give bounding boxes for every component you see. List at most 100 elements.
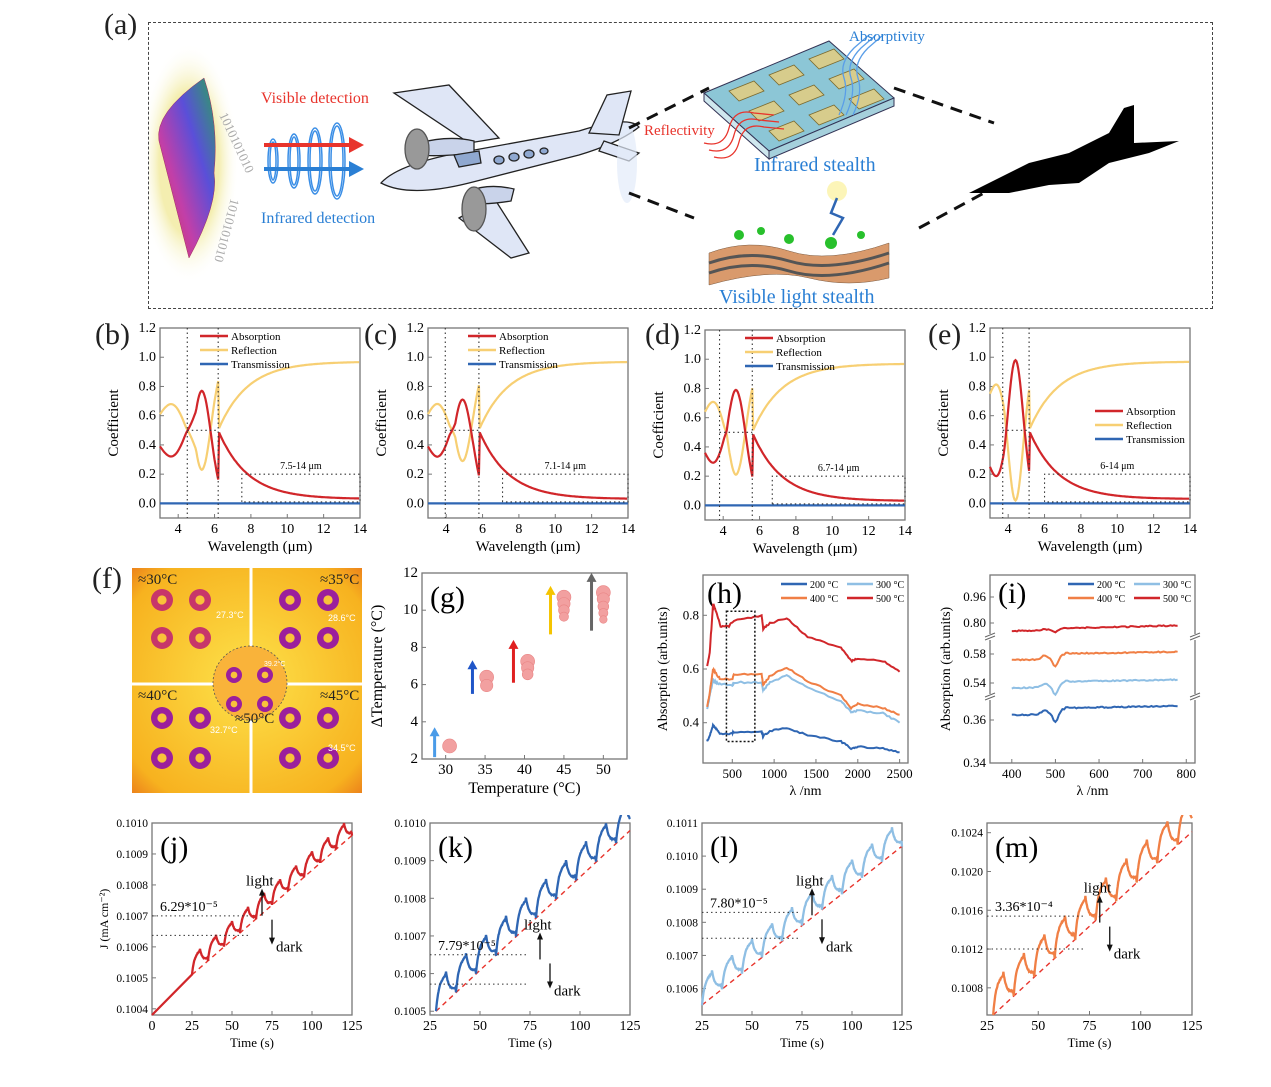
data-point — [522, 669, 533, 680]
x-tick-label: 2500 — [887, 766, 913, 781]
chart-g: 30 35 40 45 5024681012Temperature (°C)ΔTempe… — [362, 565, 642, 800]
y-tick-label: 1.0 — [684, 352, 702, 367]
infrared-stealth-label: Infrared stealth — [754, 154, 876, 176]
zoom-lens-icon — [617, 123, 637, 203]
y-tick-label: 0.1016 — [951, 905, 983, 917]
dark-arrow-head — [547, 981, 553, 988]
x-tick-label: 12 — [1147, 522, 1161, 537]
layered-material-icon — [709, 227, 889, 285]
x-tick-label: 50 — [473, 1019, 487, 1034]
x-tick-label: 12 — [317, 522, 331, 537]
y-tick-label: 1.2 — [969, 321, 987, 336]
y-tick-label: 2 — [411, 751, 419, 767]
y-tick-label: 0.4 — [684, 440, 702, 455]
y-tick-label: 0.1020 — [951, 866, 983, 878]
legend-label: 200 °C — [810, 580, 838, 591]
legend-label: 400 °C — [810, 594, 838, 605]
x-tick-label: 10 — [1110, 522, 1124, 537]
x-tick-label: 6 — [211, 522, 218, 537]
y-tick-label: 0.6 — [683, 661, 700, 676]
x-axis-label: Time (s) — [230, 1035, 274, 1050]
series-line — [1012, 625, 1178, 632]
visible-detection-label: Visible detection — [261, 90, 369, 107]
y-tick-label: 0.1009 — [666, 884, 698, 896]
y-tick-label: 0.0 — [407, 496, 425, 511]
panel-label-g: (g) — [430, 581, 465, 614]
series-line — [707, 725, 899, 752]
dark-label: dark — [826, 939, 853, 955]
legend-label: Reflection — [1126, 420, 1172, 432]
thermal-image: ≈30°C ≈35°C ≈40°C ≈45°C ≈50°C 27.3°C 28.… — [132, 568, 362, 793]
y-tick-label: 0.36 — [963, 712, 986, 727]
thermal-ring-center — [323, 713, 332, 722]
thermal-ring-center — [157, 753, 166, 762]
y-tick-label: 0.1009 — [116, 849, 148, 861]
legend-label: Transmission — [1126, 434, 1185, 446]
reflectivity-label: Reflectivity — [644, 123, 715, 139]
propeller-aircraft-icon — [381, 85, 639, 258]
light-label: light — [796, 873, 824, 889]
quadrant-label: ≈30°C — [138, 572, 177, 589]
delta-annotation: 6.29*10⁻⁵ — [160, 900, 218, 915]
x-tick-label: 14 — [353, 522, 367, 537]
y-tick-label: 1.2 — [684, 323, 702, 338]
x-tick-label: 700 — [1133, 766, 1153, 781]
x-tick-label: 125 — [1182, 1019, 1203, 1034]
x-axis-label: Wavelength (μm) — [753, 541, 858, 557]
dark-label: dark — [554, 983, 581, 999]
trend-arrow-head — [587, 573, 597, 582]
absorption-line — [160, 391, 359, 499]
y-tick-label: 10 — [403, 602, 418, 618]
legend-label: Absorption — [499, 331, 549, 343]
x-axis-label: Time (s) — [1068, 1035, 1112, 1050]
panel-label-f: (f) — [92, 562, 122, 596]
thermal-ring-center — [231, 701, 238, 708]
x-tick-label: 8 — [247, 522, 254, 537]
series-line — [707, 675, 899, 723]
x-tick-label: 800 — [1177, 766, 1197, 781]
y-tick-label: 0.1009 — [394, 856, 426, 868]
y-tick-label: 0.6 — [969, 409, 987, 424]
light-arrow-head — [809, 888, 815, 895]
y-tick-label: 8 — [411, 639, 419, 655]
y-tick-label: 0.8 — [683, 607, 699, 622]
x-tick-label: 100 — [842, 1019, 863, 1034]
x-tick-label: 40 — [517, 762, 532, 778]
y-tick-label: 0.8 — [407, 379, 425, 394]
x-tick-label: 25 — [980, 1019, 994, 1034]
legend-label: 500 °C — [1163, 594, 1191, 605]
x-axis-label: Temperature (°C) — [468, 780, 580, 797]
y-tick-label: 1.0 — [969, 350, 987, 365]
temp-reading: 28.6°C — [328, 613, 356, 623]
legend-label: 300 °C — [876, 580, 904, 591]
reflection-line — [160, 362, 359, 470]
y-axis-label: Coefficient — [374, 389, 390, 457]
y-tick-label: 0.0 — [684, 498, 702, 513]
x-tick-label: 75 — [1083, 1019, 1097, 1034]
y-tick-label: 0.0 — [969, 496, 987, 511]
thermal-ring-center — [195, 633, 204, 642]
x-tick-label: 10 — [548, 522, 562, 537]
y-tick-label: 0.2 — [407, 467, 425, 482]
x-tick-label: 600 — [1089, 766, 1109, 781]
dark-arrow-head — [1107, 945, 1113, 952]
x-tick-label: 125 — [620, 1019, 641, 1034]
delta-annotation: 7.80*10⁻⁵ — [710, 896, 768, 911]
x-tick-label: 12 — [862, 524, 876, 539]
quadrant-label: ≈45°C — [320, 688, 359, 705]
thermal-ring-center — [195, 713, 204, 722]
x-tick-label: 400 — [1002, 766, 1022, 781]
y-tick-label: 0.8 — [684, 381, 702, 396]
thermal-ring-center — [285, 633, 294, 642]
panel-label-m: (m) — [995, 831, 1038, 864]
x-tick-label: 45 — [556, 762, 571, 778]
x-tick-label: 50 — [225, 1019, 239, 1034]
data-point — [600, 616, 608, 624]
thermal-ring-center — [231, 672, 238, 679]
delta-annotation: 7.79*10⁻⁵ — [438, 939, 496, 954]
x-tick-label: 1500 — [803, 766, 829, 781]
x-axis-label: Wavelength (μm) — [1038, 539, 1143, 555]
y-tick-label: 0.2 — [139, 467, 157, 482]
trend-arrow-head — [430, 727, 440, 736]
trend-arrow-head — [546, 586, 556, 595]
